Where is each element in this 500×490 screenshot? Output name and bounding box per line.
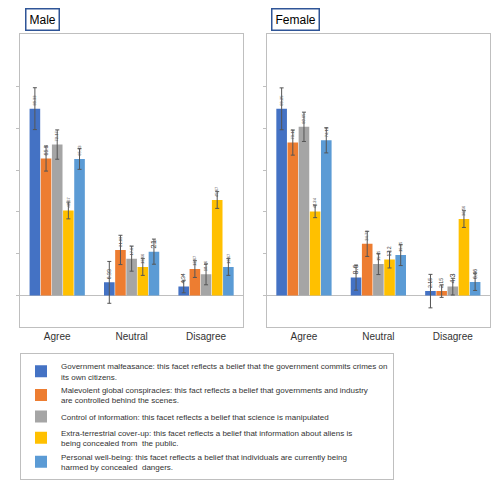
svg-text:2.15: 2.15	[427, 278, 433, 288]
svg-text:Extra-terrestrial cover-up: th: Extra-terrestrial cover-up: this facet r…	[61, 429, 352, 448]
svg-text:Male: Male	[30, 13, 56, 27]
svg-text:10.16: 10.16	[203, 260, 208, 271]
svg-text:21.83: 21.83	[118, 236, 123, 247]
svg-text:17.67: 17.67	[129, 245, 134, 256]
svg-text:2.15: 2.15	[438, 278, 444, 288]
svg-text:Agree: Agree	[44, 331, 71, 342]
svg-text:45.67: 45.67	[214, 186, 219, 197]
svg-text:Neutral: Neutral	[362, 331, 394, 342]
svg-text:Malevolent global conspiracies: Malevolent global conspiracies: this fac…	[61, 386, 368, 405]
svg-text:4.34: 4.34	[180, 273, 186, 283]
svg-text:24.73: 24.73	[364, 230, 369, 241]
svg-text:13.67: 13.67	[226, 253, 231, 264]
svg-text:72.17: 72.17	[54, 131, 59, 142]
svg-text:8.6: 8.6	[351, 265, 360, 275]
svg-text:Neutral: Neutral	[116, 331, 148, 342]
svg-text:21: 21	[149, 239, 158, 248]
svg-text:40.67: 40.67	[66, 196, 71, 207]
svg-text:12.67: 12.67	[192, 255, 197, 266]
svg-text:Disagree: Disagree	[186, 331, 226, 342]
svg-text:Control of information: this f: Control of information: this facet refle…	[61, 413, 329, 422]
svg-text:65.5: 65.5	[43, 145, 49, 155]
svg-text:Agree: Agree	[291, 331, 318, 342]
svg-text:Female: Female	[276, 13, 316, 27]
svg-text:Disagree: Disagree	[433, 331, 473, 342]
svg-text:6.46: 6.46	[472, 269, 478, 279]
svg-text:40.24: 40.24	[312, 197, 317, 208]
svg-text:89.33: 89.33	[32, 95, 37, 106]
svg-text:74.19: 74.19	[324, 126, 329, 137]
svg-text:4.3: 4.3	[448, 274, 457, 284]
svg-text:36.56: 36.56	[461, 205, 466, 216]
svg-text:19.35: 19.35	[398, 241, 403, 252]
svg-text:65.33: 65.33	[77, 145, 82, 156]
svg-text:Personal well-being: this face: Personal well-being: this facet reflects…	[61, 453, 347, 472]
svg-text:13.66: 13.66	[140, 253, 145, 264]
svg-text:73.12: 73.12	[290, 129, 295, 140]
svg-text:17.2: 17.2	[386, 246, 392, 256]
svg-text:6.33: 6.33	[106, 269, 112, 279]
svg-text:80.65: 80.65	[301, 113, 306, 124]
svg-text:Government malfeasance: this f: Government malfeasance: this facet refle…	[61, 362, 387, 381]
svg-text:89.25: 89.25	[279, 95, 284, 106]
svg-text:15.05: 15.05	[376, 250, 381, 261]
